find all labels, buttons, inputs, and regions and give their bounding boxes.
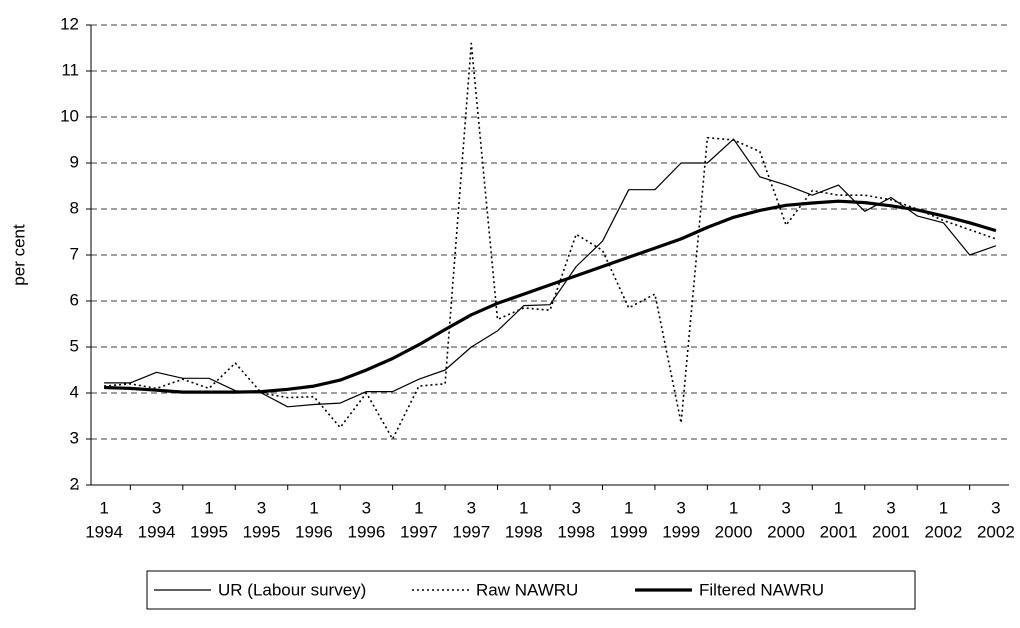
y-tick-label: 9 bbox=[70, 152, 79, 171]
series-line bbox=[104, 199, 997, 394]
x-tick-label: 1 bbox=[99, 498, 108, 517]
x-tick-label: 1998 bbox=[557, 522, 595, 541]
x-tick-label: 3 bbox=[467, 498, 476, 517]
x-tick-label: 1995 bbox=[190, 522, 228, 541]
y-tick-label: 3 bbox=[70, 428, 79, 447]
x-tick-label: 1994 bbox=[85, 522, 123, 541]
x-tick-label: 1 bbox=[834, 498, 843, 517]
y-tick-label: 8 bbox=[70, 198, 79, 217]
x-tick-label: 1 bbox=[204, 498, 213, 517]
x-tick-label: 2000 bbox=[715, 522, 753, 541]
series-line bbox=[104, 42, 997, 440]
y-tick-label: 11 bbox=[61, 60, 79, 79]
x-tick-label: 3 bbox=[362, 498, 371, 517]
y-tick-label: 4 bbox=[70, 382, 79, 401]
x-tick-label: 3 bbox=[991, 498, 1000, 517]
x-tick-label: 2001 bbox=[820, 522, 858, 541]
y-tick-label: 10 bbox=[60, 106, 79, 125]
legend-box bbox=[146, 570, 916, 610]
y-axis-label: per cent bbox=[9, 224, 28, 286]
x-tick-label: 2001 bbox=[872, 522, 910, 541]
y-tick-label: 6 bbox=[70, 290, 79, 309]
legend-label: Filtered NAWRU bbox=[699, 580, 824, 599]
y-tick-label: 7 bbox=[70, 244, 79, 263]
y-tick-label: 2 bbox=[70, 474, 79, 493]
x-tick-label: 2002 bbox=[925, 522, 963, 541]
legend: UR (Labour survey) Raw NAWRU Filtered NAWR… bbox=[146, 570, 916, 610]
y-tick-label: 5 bbox=[70, 336, 79, 355]
x-tick-label: 1996 bbox=[347, 522, 385, 541]
x-tick-label: 1 bbox=[414, 498, 423, 517]
x-tick-label: 3 bbox=[781, 498, 790, 517]
x-tick-label: 1 bbox=[939, 498, 948, 517]
x-tick-label: 1998 bbox=[505, 522, 543, 541]
x-tick-label: 1995 bbox=[243, 522, 281, 541]
x-tick-label: 1999 bbox=[610, 522, 648, 541]
x-tick-label: 1 bbox=[624, 498, 633, 517]
x-tick-label: 1 bbox=[519, 498, 528, 517]
x-tick-label: 1 bbox=[309, 498, 318, 517]
x-tick-label: 2000 bbox=[767, 522, 805, 541]
x-tick-label: 1997 bbox=[452, 522, 490, 541]
legend-label: Raw NAWRU bbox=[476, 580, 578, 599]
x-tick-label: 3 bbox=[257, 498, 266, 517]
x-tick-label: 2002 bbox=[977, 522, 1015, 541]
x-tick-label: 1996 bbox=[295, 522, 333, 541]
x-tick-label: 3 bbox=[676, 498, 685, 517]
x-tick-label: 3 bbox=[886, 498, 895, 517]
legend-label: UR (Labour survey) bbox=[218, 580, 366, 599]
x-tick-label: 1999 bbox=[662, 522, 700, 541]
x-tick-label: 1997 bbox=[400, 522, 438, 541]
x-tick-label: 1994 bbox=[138, 522, 176, 541]
x-tick-label: 3 bbox=[152, 498, 161, 517]
y-tick-label: 12 bbox=[60, 14, 79, 33]
x-tick-label: 3 bbox=[571, 498, 580, 517]
series-line bbox=[104, 138, 997, 408]
x-tick-label: 1 bbox=[729, 498, 738, 517]
